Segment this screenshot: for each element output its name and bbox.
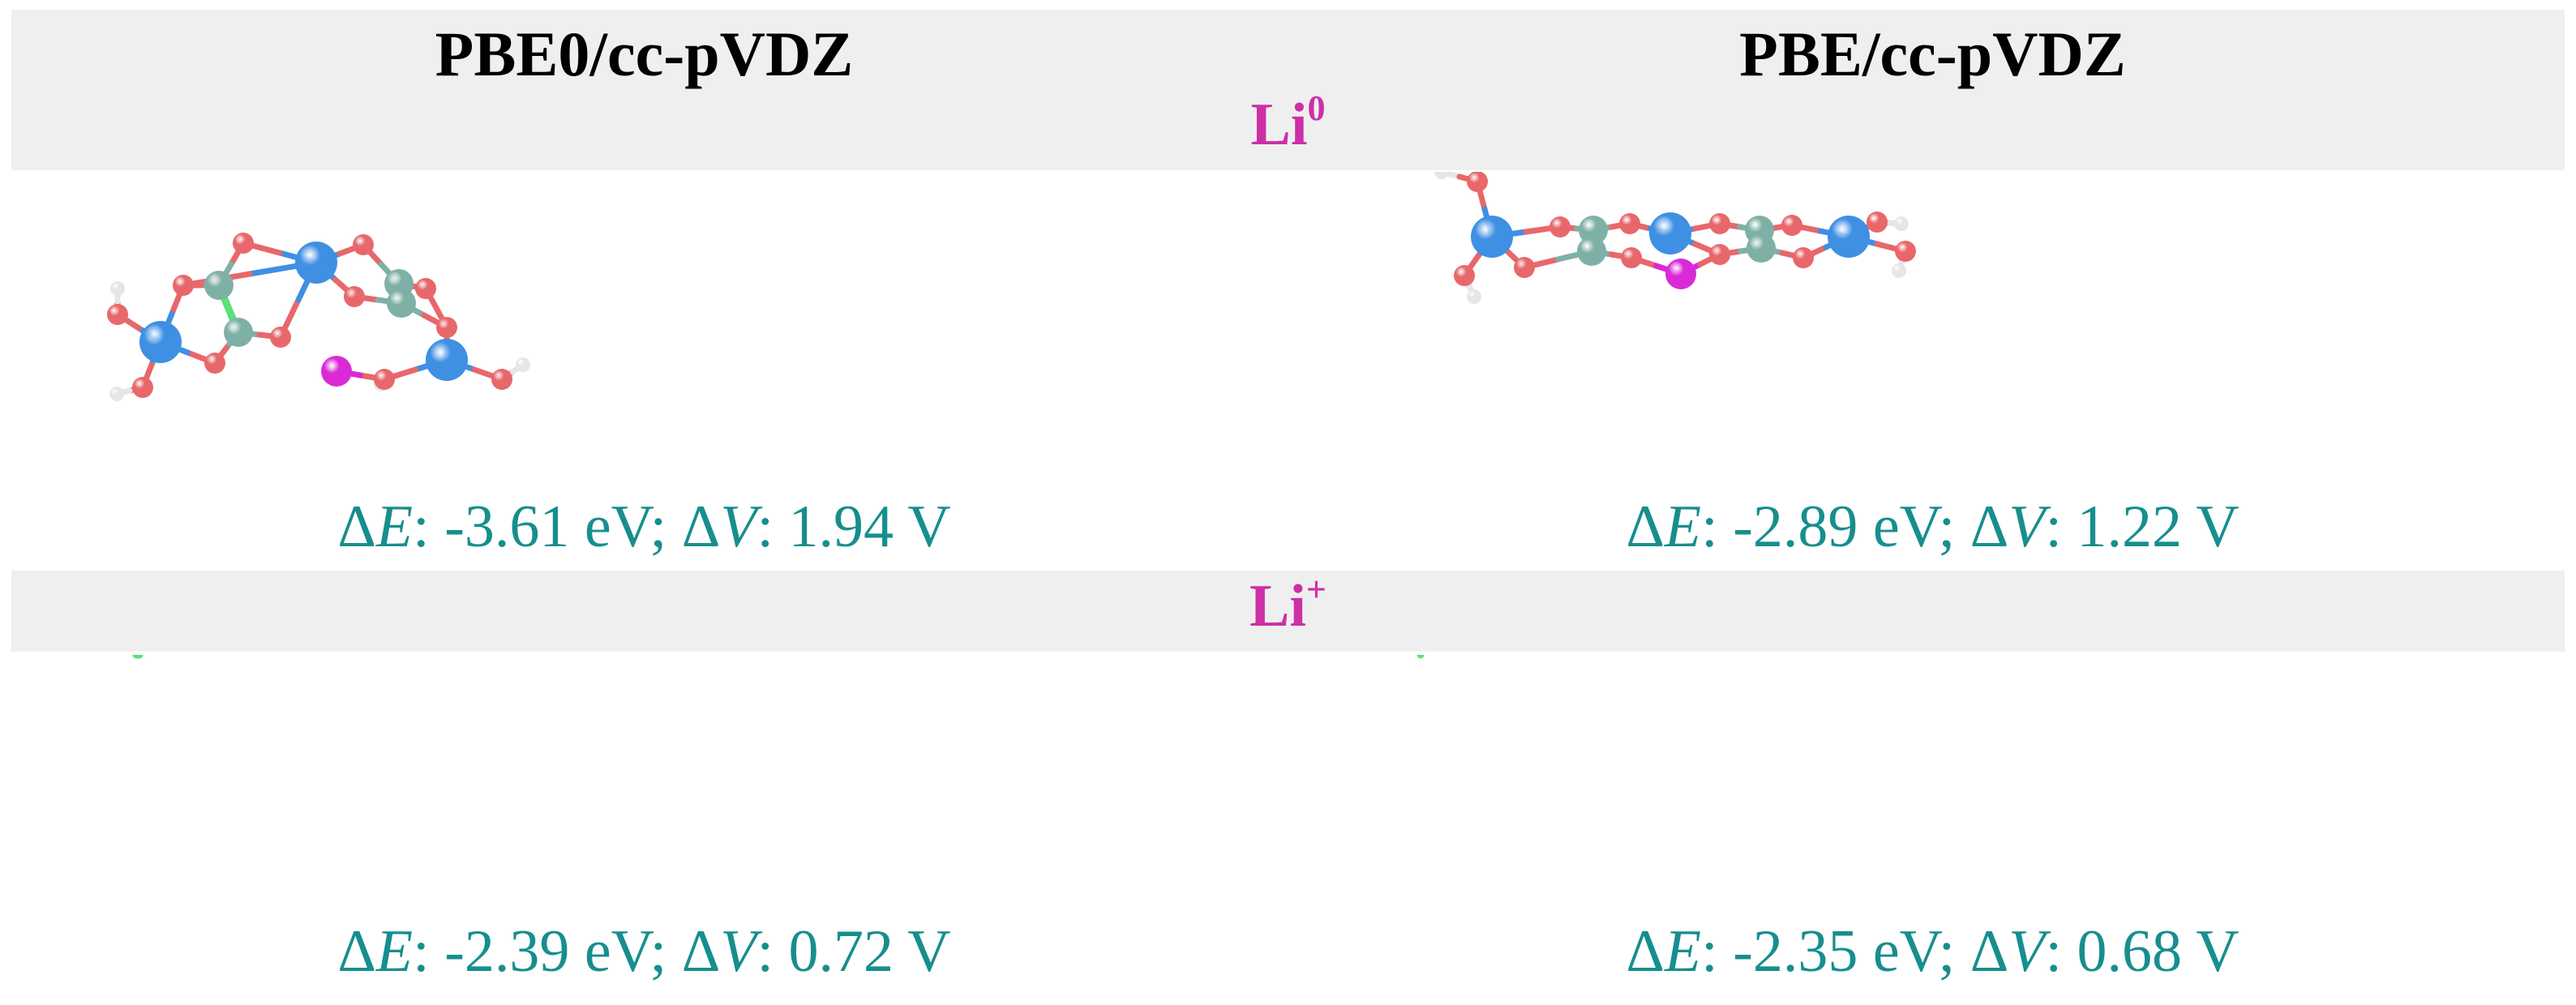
oxygen-atom <box>436 317 457 338</box>
liplus-label-base: Li <box>1249 573 1306 639</box>
oxygen-atom <box>374 369 395 390</box>
oxygen-atom <box>353 234 374 255</box>
oxygen-atom <box>344 286 365 307</box>
metal-atom <box>139 321 182 363</box>
hydrogen-atom <box>1467 289 1481 304</box>
hydrogen-atom <box>1892 263 1906 278</box>
li0-label-sup: 0 <box>1307 88 1326 128</box>
oxygen-atom <box>1514 257 1535 278</box>
oxygen-atom <box>233 233 254 254</box>
carbon-atom <box>1579 216 1608 245</box>
oxygen-atom <box>1781 215 1802 236</box>
hydrogen-atom <box>516 357 530 372</box>
liplus-band <box>11 571 2565 652</box>
carbon-atom <box>224 318 253 347</box>
oxygen-atom <box>1621 247 1642 268</box>
oxygen-atom <box>204 353 225 374</box>
carbon-atom <box>387 289 416 318</box>
hydrogen-atom <box>1894 216 1909 231</box>
oxygen-atom <box>270 327 291 348</box>
oxygen-atom <box>1467 172 1488 192</box>
caption-li0-pbe: ΔE: -2.89 eV; ΔV: 1.22 V <box>1626 494 2240 560</box>
hydrogen-atom <box>110 281 125 296</box>
column-header-pbe0: PBE0/cc-pVDZ <box>435 19 854 89</box>
hydrogen-atom <box>1434 172 1449 179</box>
oxygen-atom <box>1549 216 1571 237</box>
molecule-liplus-pbe0 <box>132 655 144 659</box>
carbon-atom <box>1747 233 1776 263</box>
oxygen-atom <box>1709 244 1730 265</box>
oxygen-atom <box>1454 265 1475 286</box>
li0-label-base: Li <box>1250 92 1308 158</box>
molecule-liplus-pbe <box>1417 655 1425 659</box>
oxygen-atom <box>491 369 512 390</box>
metal-atom <box>1471 216 1513 258</box>
oxygen-atom <box>173 275 194 296</box>
oxygen-atom <box>1793 247 1814 268</box>
metal-atom <box>426 339 468 381</box>
lithium-atom <box>1665 259 1696 289</box>
liplus-label-sup: + <box>1305 570 1327 609</box>
metal-atom <box>1828 216 1870 258</box>
oxygen-atom <box>1619 213 1640 234</box>
oxygen-atom <box>1895 241 1916 262</box>
molecule-li0-pbe <box>1434 172 1916 304</box>
oxygen-atom <box>1709 213 1730 234</box>
column-header-pbe: PBE/cc-pVDZ <box>1739 19 2126 89</box>
lithium-atom <box>321 356 352 387</box>
metal-atom <box>1649 212 1691 254</box>
li0-label: Li0 <box>0 88 2576 160</box>
caption-liplus-pbe: ΔE: -2.35 eV; ΔV: 0.68 V <box>1626 918 2240 985</box>
molecule-li0-pbe0 <box>107 233 530 401</box>
caption-liplus-pbe0: ΔE: -2.39 eV; ΔV: 0.72 V <box>337 918 951 985</box>
hydrogen-atom <box>109 387 124 401</box>
carbon-atom <box>1577 237 1606 266</box>
liplus-label: Li+ <box>0 570 2576 641</box>
oxygen-atom <box>132 377 153 398</box>
oxygen-atom <box>1867 212 1888 233</box>
oxygen-atom <box>107 304 128 325</box>
li0-band <box>11 89 2565 170</box>
carbon-atom <box>204 271 234 300</box>
metal-atom <box>295 242 337 284</box>
caption-li0-pbe0: ΔE: -3.61 eV; ΔV: 1.94 V <box>337 494 951 560</box>
oxygen-atom <box>415 278 436 299</box>
